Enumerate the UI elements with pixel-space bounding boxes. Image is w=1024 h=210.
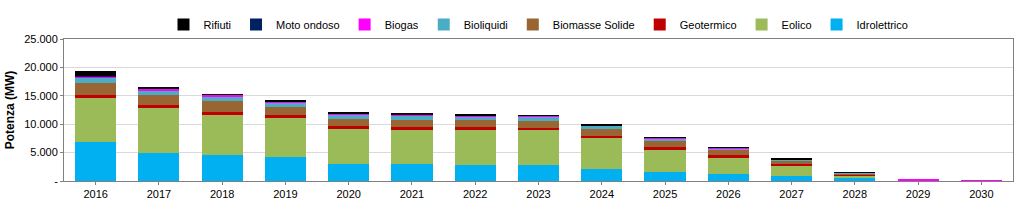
svg-text:2017: 2017	[147, 188, 171, 200]
svg-text:Eolico: Eolico	[782, 19, 812, 31]
svg-text:Geotermico: Geotermico	[680, 19, 737, 31]
svg-text:Moto ondoso: Moto ondoso	[276, 19, 340, 31]
svg-text:25.000: 25.000	[24, 33, 58, 45]
svg-text:20.000: 20.000	[24, 61, 58, 73]
svg-text:2030: 2030	[969, 188, 993, 200]
svg-text:2024: 2024	[590, 188, 614, 200]
svg-text:-: -	[54, 175, 58, 187]
svg-text:2025: 2025	[653, 188, 677, 200]
svg-text:Biogas: Biogas	[385, 19, 419, 31]
svg-text:Biomasse Solide: Biomasse Solide	[553, 19, 635, 31]
svg-text:Rifiuti: Rifiuti	[204, 19, 232, 31]
svg-text:15.000: 15.000	[24, 90, 58, 102]
svg-text:Bioliquidi: Bioliquidi	[464, 19, 508, 31]
svg-text:2021: 2021	[400, 188, 424, 200]
svg-text:2027: 2027	[779, 188, 803, 200]
svg-text:2016: 2016	[83, 188, 107, 200]
svg-text:10.000: 10.000	[24, 118, 58, 130]
svg-text:2018: 2018	[210, 188, 234, 200]
svg-text:2023: 2023	[526, 188, 550, 200]
svg-text:2019: 2019	[273, 188, 297, 200]
svg-text:2022: 2022	[463, 188, 487, 200]
svg-text:2028: 2028	[843, 188, 867, 200]
svg-text:2026: 2026	[716, 188, 740, 200]
svg-text:Idrolettrico: Idrolettrico	[857, 19, 908, 31]
svg-text:5.000: 5.000	[30, 146, 58, 158]
svg-text:2029: 2029	[906, 188, 930, 200]
svg-text:2020: 2020	[336, 188, 360, 200]
svg-text:Potenza (MW): Potenza (MW)	[3, 71, 17, 150]
